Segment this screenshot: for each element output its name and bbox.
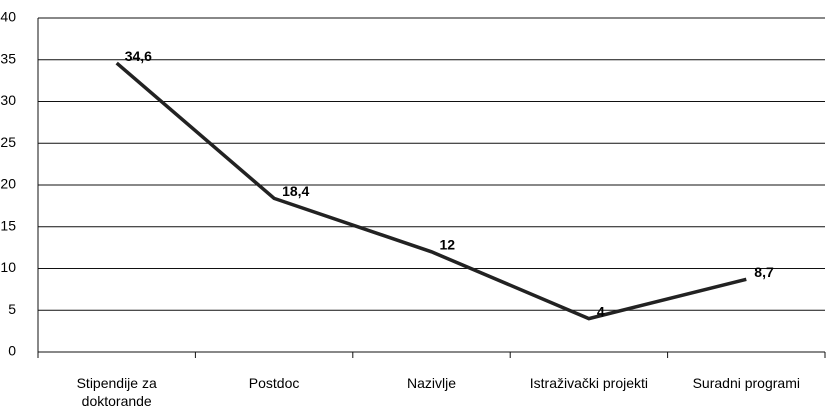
y-tick-label: 40 [0, 9, 16, 25]
y-tick-label: 30 [0, 92, 16, 108]
data-label: 12 [440, 237, 456, 253]
y-tick-label: 10 [0, 259, 16, 275]
x-tick-label: Nazivlje [406, 375, 456, 391]
x-tick-label: Istraživački projekti [529, 375, 649, 391]
y-tick-label: 5 [8, 301, 16, 317]
x-tick-label: Stipendije za doktorande [76, 375, 157, 409]
y-tick-label: 20 [0, 176, 16, 192]
y-tick-label: 35 [0, 50, 16, 66]
y-tick-label: 15 [0, 217, 16, 233]
data-label: 18,4 [282, 183, 309, 199]
data-label: 34,6 [125, 48, 152, 64]
y-tick-label: 25 [0, 134, 16, 150]
line [115, 61, 747, 321]
y-tick-label: 0 [8, 343, 16, 359]
data-label: 8,7 [754, 264, 774, 280]
x-tick-label: Postdoc [248, 375, 300, 391]
data-label: 4 [597, 303, 605, 319]
x-tick-label: Suradni programi [692, 375, 800, 391]
